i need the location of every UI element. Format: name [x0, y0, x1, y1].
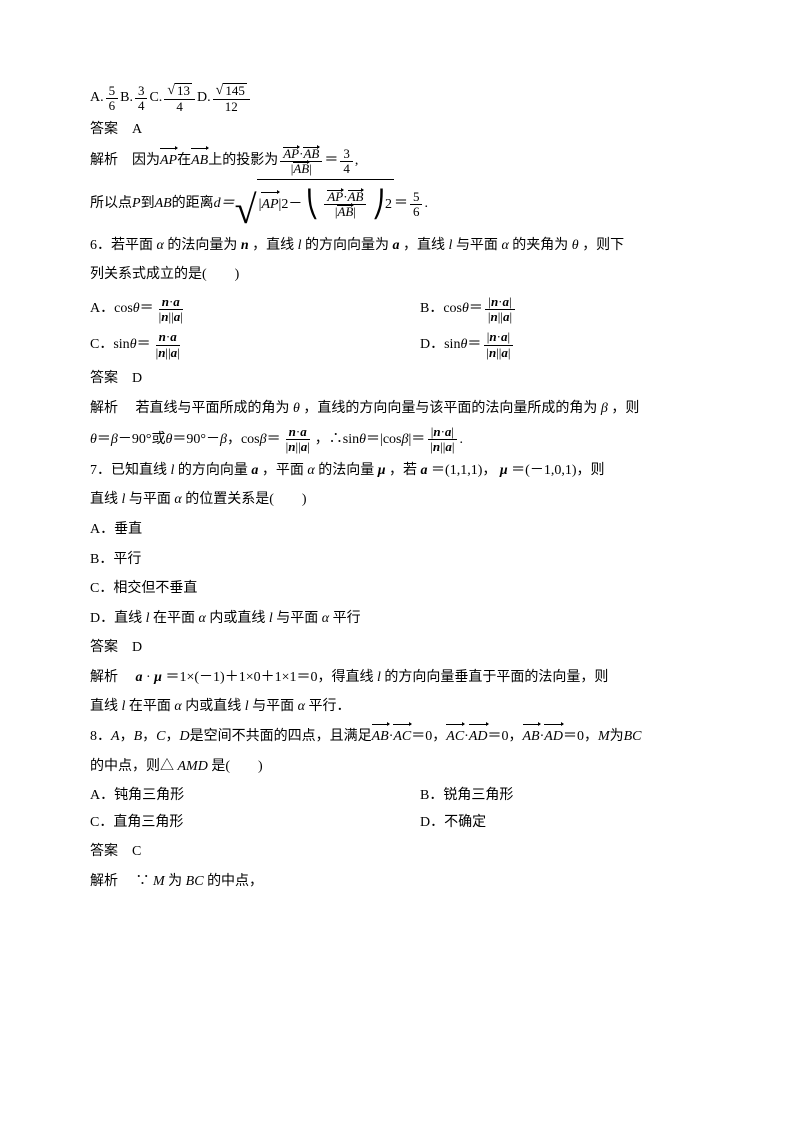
q8-optD: D．不确定	[420, 810, 710, 837]
q5-optC-pre: C.	[149, 85, 162, 112]
q6-expl-1: 解析 若直线与平面所成的角为 θ ，直线的方向向量与该平面的法向量所成的角为 β…	[90, 396, 710, 423]
q5-optA-frac: 5 6	[106, 84, 119, 114]
q8-optA: A．钝角三角形	[90, 783, 380, 810]
q8-stem-2: 的中点，则△ AMD 是( )	[90, 754, 710, 781]
q7-optC: C．相交但不垂直	[90, 576, 710, 603]
q6-opts-row1: A．cos θ ＝ n·a |n||a| B．cos θ ＝ |n·a| |n|…	[90, 292, 710, 328]
q8-optB: B．锐角三角形	[420, 783, 710, 810]
q7-stem-1: 7．已知直线 l 的方向向量 a ，平面 α 的法向量 μ ，若 a ＝(1,1…	[90, 458, 710, 485]
q6-expl-2: θ ＝ β －90°或 θ ＝90°－ β ，cos β ＝ n·a |n||a…	[90, 425, 710, 455]
q7-expl-1: 解析 a · μ ＝1×(－1)＋1×0＋1×1＝0，得直线 l 的方向向量垂直…	[90, 665, 710, 692]
big-sqrt: √ |AP|2－ ⎝ AP·AB |AB| ⎠2	[235, 179, 394, 229]
q6-optD: D．sin θ ＝ |n·a| |n||a|	[420, 330, 710, 360]
q8-opts-row2: C．直角三角形 D．不确定	[90, 810, 710, 837]
q5-expl-1: 解析 因为 AP 在 AB 上的投影为 AP·AB |AB| ＝ 3 4 ,	[90, 147, 710, 177]
q7-expl-2: 直线 l 在平面 α 内或直线 l 与平面 α 平行．	[90, 694, 710, 721]
q5-optB-pre: B.	[120, 85, 133, 112]
q6-opts-row2: C．sin θ ＝ n·a |n||a| D．sin θ ＝ |n·a| |n|…	[90, 327, 710, 363]
q6-optA: A．cos θ ＝ n·a |n||a|	[90, 295, 380, 325]
q6-optB: B．cos θ ＝ |n·a| |n||a|	[420, 295, 710, 325]
q8-expl: 解析 ∵ M 为 BC 的中点，	[90, 869, 710, 896]
q5-expl-2: 所以点 P 到 AB 的距离 d＝ √ |AP|2－ ⎝ AP·AB |AB| …	[90, 179, 710, 229]
q5-optB-frac: 3 4	[135, 84, 148, 114]
q8-opts-row1: A．钝角三角形 B．锐角三角形	[90, 783, 710, 810]
q6-stem-2: 列关系式成立的是( )	[90, 262, 710, 289]
q5-optA-pre: A.	[90, 85, 104, 112]
q6-optC: C．sin θ ＝ n·a |n||a|	[90, 330, 380, 360]
q7-stem-2: 直线 l 与平面 α 的位置关系是( )	[90, 487, 710, 514]
q8-answer: 答案 C	[90, 839, 710, 866]
q7-optA: A．垂直	[90, 517, 710, 544]
q7-optB: B．平行	[90, 547, 710, 574]
q7-optD: D．直线 l 在平面 α 内或直线 l 与平面 α 平行	[90, 606, 710, 633]
q5-options: A. 5 6 B. 3 4 C. √13 4 D. √145 12	[90, 83, 710, 114]
q8-optC: C．直角三角形	[90, 810, 380, 837]
q6-stem-1: 6．若平面 α 的法向量为 n ，直线 l 的方向向量为 a ，直线 l 与平面…	[90, 233, 710, 260]
proj-frac: AP·AB |AB|	[280, 147, 322, 177]
q5-answer: 答案 A	[90, 117, 710, 144]
q5-optD-frac: √145 12	[213, 83, 250, 114]
q5-optD-pre: D.	[197, 85, 211, 112]
q7-answer: 答案 D	[90, 635, 710, 662]
q6-answer: 答案 D	[90, 366, 710, 393]
q8-stem-1: 8． A， B， C， D 是空间不共面的四点，且满足 AB·AC ＝0， AC…	[90, 724, 710, 751]
q5-optC-frac: √13 4	[164, 83, 195, 114]
